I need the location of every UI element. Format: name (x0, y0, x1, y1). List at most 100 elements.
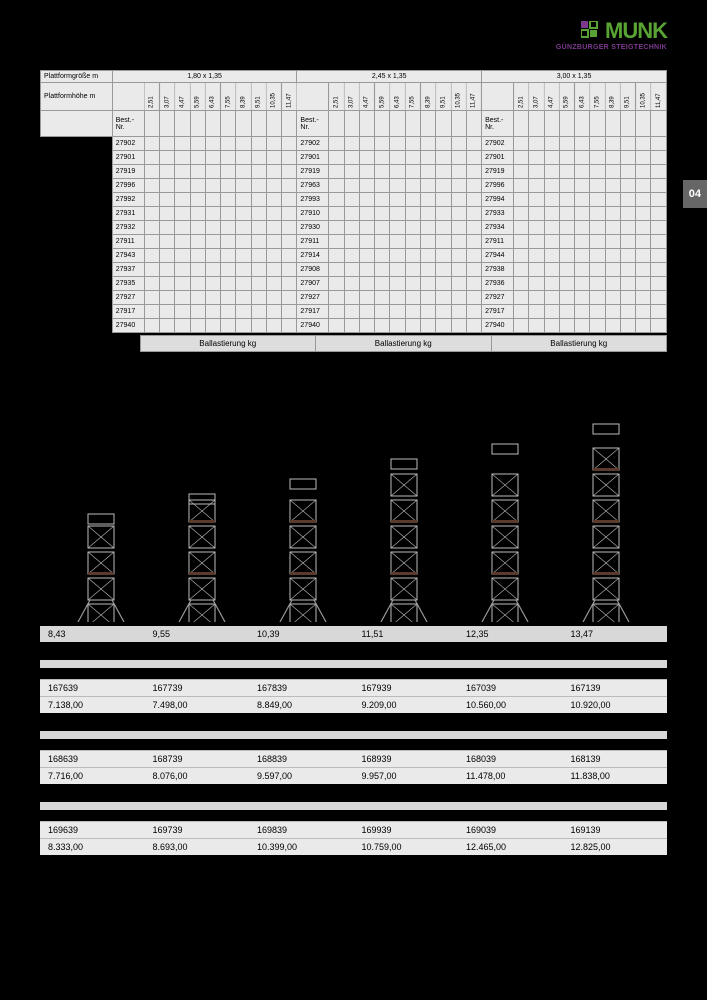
height-val: 10,35 (451, 83, 466, 111)
best-label: Best.- Nr. (112, 111, 144, 137)
data-row: 7.138,007.498,008.849,009.209,0010.560,0… (40, 696, 667, 713)
part-id: 27910 (297, 207, 329, 221)
part-id: 27940 (482, 319, 514, 333)
tower-images (40, 422, 667, 622)
logo-icon (581, 21, 601, 41)
height-val: 9,51 (251, 83, 266, 111)
data-cell: 168939 (354, 751, 459, 767)
data-cell: 12.825,00 (563, 839, 668, 855)
part-id: 27963 (297, 179, 329, 193)
height-val: 4,47 (544, 83, 559, 111)
data-cell: 7.138,00 (40, 697, 145, 713)
data-cell: 9.209,00 (354, 697, 459, 713)
brand-tagline: GÜNZBURGER STEIGTECHNIK (556, 44, 667, 51)
part-id: 27902 (112, 137, 144, 151)
part-id: 27919 (482, 165, 514, 179)
part-id: 27927 (112, 291, 144, 305)
height-val: 4,47 (175, 83, 190, 111)
height-val: 6,43 (575, 83, 590, 111)
part-id: 27914 (297, 249, 329, 263)
tower (76, 512, 126, 622)
size-0: 1,80 x 1,35 (112, 71, 297, 83)
part-id: 27901 (482, 151, 514, 165)
best-label: Best.- Nr. (297, 111, 329, 137)
part-id: 27931 (112, 207, 144, 221)
part-id: 27935 (112, 277, 144, 291)
data-cell: 11.478,00 (458, 768, 563, 784)
part-id: 27917 (112, 305, 144, 319)
data-row: 168639168739168839168939168039168139 (40, 750, 667, 767)
height-val: 3,07 (160, 83, 175, 111)
part-id: 27940 (297, 319, 329, 333)
data-cell: 7.498,00 (145, 697, 250, 713)
page-number: 04 (683, 180, 707, 208)
data-cell: 7.716,00 (40, 768, 145, 784)
tower-height: 11,51 (354, 629, 459, 639)
data-cell: 10.759,00 (354, 839, 459, 855)
data-row: 167639167739167839167939167039167139 (40, 679, 667, 696)
data-cell: 10.560,00 (458, 697, 563, 713)
height-val: 5,59 (559, 83, 574, 111)
data-cell: 167139 (563, 680, 668, 696)
data-cell: 167639 (40, 680, 145, 696)
data-cell: 169639 (40, 822, 145, 838)
data-cell: 11.838,00 (563, 768, 668, 784)
tower (581, 422, 631, 622)
data-cell: 169839 (249, 822, 354, 838)
data-cell: 12.465,00 (458, 839, 563, 855)
tower (480, 442, 530, 622)
price-block: 1686391687391688391689391680391681397.71… (40, 731, 667, 784)
height-val: 5,59 (190, 83, 205, 111)
data-cell: 168739 (145, 751, 250, 767)
part-id: 27993 (297, 193, 329, 207)
part-id: 27917 (482, 305, 514, 319)
part-id: 27940 (112, 319, 144, 333)
data-cell: 168139 (563, 751, 668, 767)
part-id: 27933 (482, 207, 514, 221)
height-val: 8,39 (421, 83, 436, 111)
data-cell: 8.333,00 (40, 839, 145, 855)
height-val: 11,47 (282, 83, 297, 111)
height-val: 3,07 (344, 83, 359, 111)
part-id: 27930 (297, 221, 329, 235)
height-val: 6,43 (205, 83, 220, 111)
part-id: 27911 (297, 235, 329, 249)
data-row: 7.716,008.076,009.597,009.957,0011.478,0… (40, 767, 667, 784)
data-cell: 9.597,00 (249, 768, 354, 784)
ballast-row: Ballastierung kg Ballastierung kg Ballas… (40, 335, 667, 352)
part-id: 27992 (112, 193, 144, 207)
height-val: 8,39 (236, 83, 251, 111)
height-val: 5,59 (375, 83, 390, 111)
part-id: 27932 (112, 221, 144, 235)
data-cell: 10.399,00 (249, 839, 354, 855)
part-id: 27927 (482, 291, 514, 305)
height-val: 11,47 (466, 83, 481, 111)
part-id: 27919 (112, 165, 144, 179)
height-val: 4,47 (359, 83, 374, 111)
ballast-0: Ballastierung kg (140, 336, 316, 352)
data-cell: 8.693,00 (145, 839, 250, 855)
tower (177, 492, 227, 622)
height-val: 2,51 (514, 83, 529, 111)
part-id: 27934 (482, 221, 514, 235)
height-val: 10,35 (266, 83, 281, 111)
part-id: 27944 (482, 249, 514, 263)
tower-height: 10,39 (249, 629, 354, 639)
data-row: 169639169739169839169939169039169139 (40, 821, 667, 838)
part-id: 27943 (112, 249, 144, 263)
height-val: 11,47 (651, 83, 667, 111)
tower (278, 477, 328, 622)
best-label: Best.- Nr. (482, 111, 514, 137)
size-2: 3,00 x 1,35 (482, 71, 667, 83)
part-id: 27919 (297, 165, 329, 179)
spec-table: Plattformgröße m 1,80 x 1,35 2,45 x 1,35… (40, 70, 667, 333)
part-id: 27996 (112, 179, 144, 193)
part-id: 27936 (482, 277, 514, 291)
height-val: 9,51 (436, 83, 451, 111)
height-val: 10,35 (636, 83, 651, 111)
data-cell: 168839 (249, 751, 354, 767)
part-id: 27901 (112, 151, 144, 165)
price-block: 1676391677391678391679391670391671397.13… (40, 660, 667, 713)
part-id: 27911 (112, 235, 144, 249)
tower-heights: 8,439,5510,3911,5112,3513,47 (40, 626, 667, 642)
